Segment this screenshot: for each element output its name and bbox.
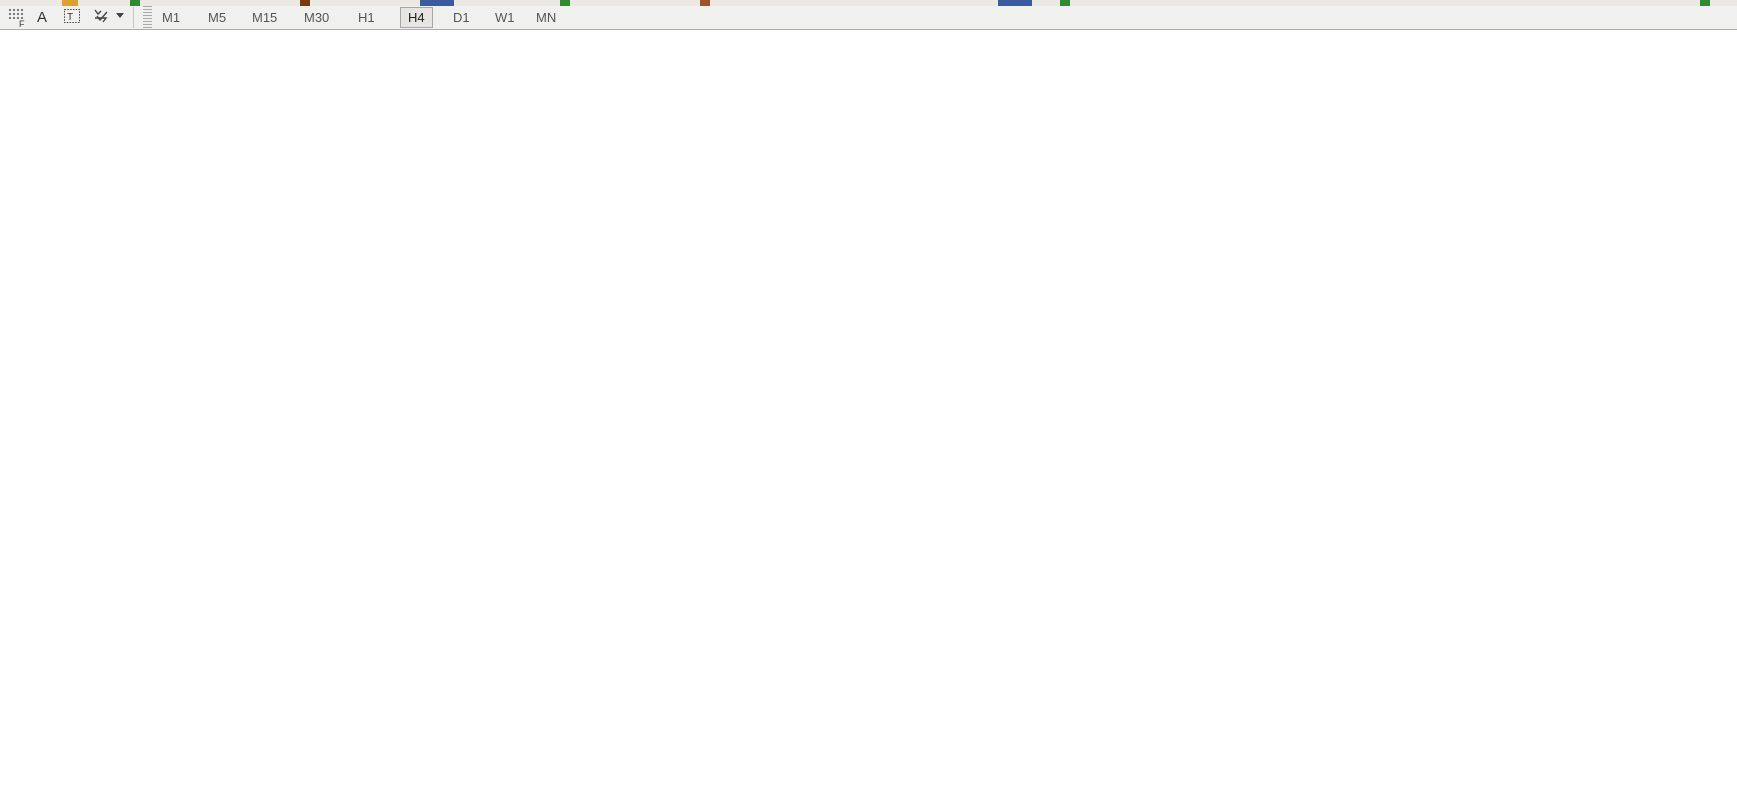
svg-text:F: F	[19, 19, 25, 27]
svg-text:T: T	[67, 12, 73, 23]
